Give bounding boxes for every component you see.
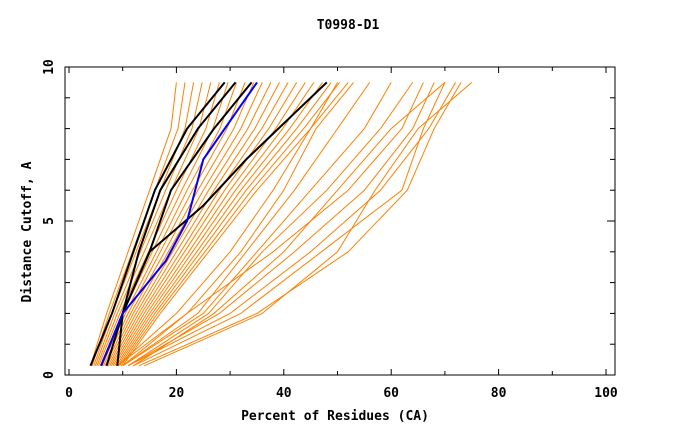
x-axis-label: Percent of Residues (CA)	[241, 409, 429, 424]
highlighted-model-line-2	[116, 81, 253, 366]
model-line-25	[122, 82, 424, 367]
model-line-15	[114, 82, 306, 367]
model-line-24	[122, 82, 392, 367]
model-line-28	[133, 82, 446, 367]
y-tick-label: 0	[42, 371, 57, 379]
model-line-4	[96, 82, 212, 366]
y-tick-label: 10	[42, 59, 57, 75]
model-line-18	[119, 82, 332, 367]
x-tick-label: 40	[276, 386, 292, 401]
axis-ticks: 0 20 40 60 80 100 0 5 10	[42, 59, 618, 401]
model-line-26	[127, 82, 435, 367]
model-line-0	[90, 82, 177, 366]
reference-model-line	[100, 81, 258, 367]
y-axis-label: Distance Cutoff, A	[20, 161, 35, 302]
x-tick-label: 80	[491, 386, 507, 401]
model-line-27	[127, 82, 457, 367]
model-line-5	[98, 82, 220, 366]
model-line-17	[117, 82, 323, 367]
model-line-23	[122, 82, 371, 367]
model-line-21	[116, 82, 338, 367]
model-line-31	[143, 82, 473, 367]
model-line-32	[127, 82, 414, 367]
model-line-16	[115, 82, 315, 367]
chart-title: T0998-D1	[317, 18, 380, 33]
x-tick-label: 20	[169, 386, 185, 401]
plot-area	[89, 81, 473, 367]
x-tick-label: 100	[594, 386, 618, 401]
model-line-20	[122, 82, 349, 367]
model-line-13	[110, 82, 289, 367]
y-tick-label: 5	[42, 217, 57, 225]
model-line-30	[138, 82, 462, 367]
model-line-9	[104, 82, 255, 367]
x-tick-label: 0	[65, 386, 73, 401]
model-line-12	[109, 82, 280, 367]
x-tick-label: 60	[383, 386, 399, 401]
model-line-11	[107, 82, 272, 367]
model-line-22	[116, 82, 354, 367]
model-line-14	[112, 82, 298, 367]
model-line-19	[120, 82, 340, 367]
plot-frame	[64, 66, 616, 376]
highlighted-model-line-0	[89, 81, 226, 367]
